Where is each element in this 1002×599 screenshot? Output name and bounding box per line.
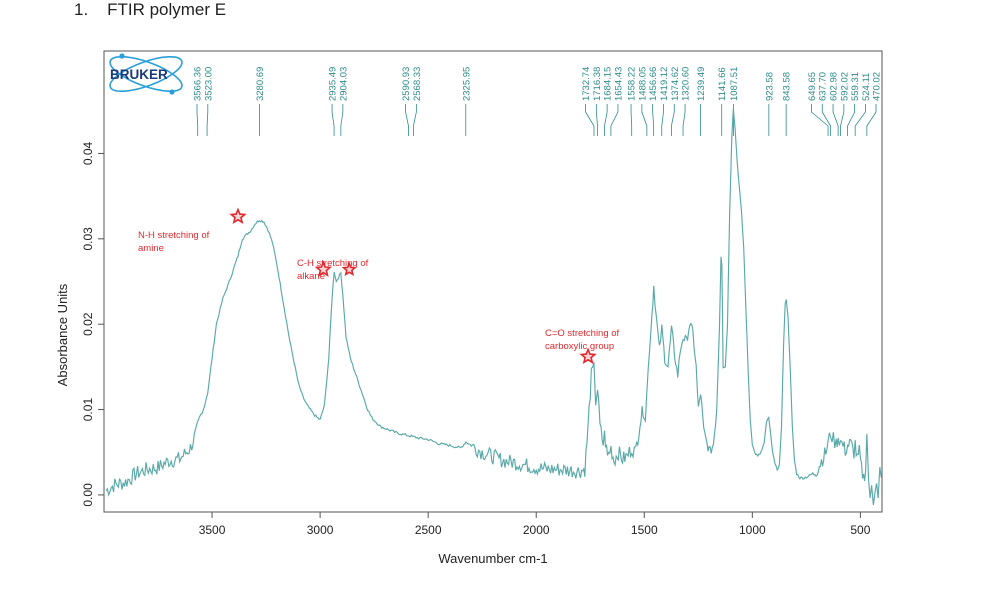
annotation-0-line-1: amine [138, 243, 164, 254]
bruker-logo: BRUKER [109, 53, 183, 95]
peak-connector-12 [630, 104, 633, 136]
peak-label-8: 1732.74 [581, 67, 592, 101]
peak-label-26: 592.02 [839, 72, 850, 101]
peak-label-28: 524.11 [861, 73, 872, 101]
peak-connector-9 [595, 104, 598, 136]
heading-number: 1. [74, 0, 89, 19]
y-tick-label-2: 0.02 [81, 312, 95, 336]
peak-connector-27 [847, 104, 856, 136]
peak-label-25: 602.98 [829, 72, 840, 101]
x-tick-label-3: 2000 [523, 523, 550, 537]
peak-label-1: 3523.00 [203, 67, 214, 101]
peak-connector-11 [610, 104, 619, 136]
series-layer [105, 109, 882, 506]
annotation-star-1 [314, 260, 332, 277]
annotation-layer: N-H stretching of amine C-H stretching of a… [138, 207, 620, 364]
peak-label-15: 1419.12 [659, 67, 670, 101]
peak-label-9: 1716.38 [592, 67, 603, 101]
peak-connector-10 [604, 104, 608, 136]
axes-layer: 3500 3000 2500 2000 1500 1000 500 0.00 0.01 0.02 0… [81, 141, 871, 537]
heading-title: FTIR polymer E [107, 0, 227, 19]
peak-label-6: 2568.33 [412, 67, 423, 101]
x-tick-label-1: 3000 [307, 523, 334, 537]
peak-connector-24 [821, 104, 832, 136]
peak-label-11: 1654.43 [613, 67, 624, 101]
peak-label-20: 1087.51 [729, 67, 740, 101]
peak-label-2: 3280.69 [255, 67, 266, 101]
peak-label-27: 559.31 [850, 72, 861, 101]
annotation-2-line-1: carboxylic group [545, 341, 614, 352]
annotation-1-line-0: C-H stretching of [297, 258, 369, 269]
peak-label-12: 1558.22 [627, 67, 638, 101]
y-tick-label-0: 0.00 [81, 483, 95, 507]
x-tick-label-2: 2500 [415, 523, 442, 537]
logo-orbit-2 [109, 55, 183, 93]
peak-connector-15 [661, 104, 664, 136]
annotation-0-line-0: N-H stretching of [138, 230, 210, 241]
peak-label-4: 2904.03 [338, 67, 349, 101]
peak-label-layer: 3566.36 3523.00 3280.69 2935.49 2904.03 2590.… [192, 67, 883, 136]
peak-label-24: 637.70 [818, 72, 829, 101]
peak-connector-23 [811, 104, 829, 136]
peak-label-0: 3566.36 [192, 67, 203, 101]
peak-label-16: 1374.62 [670, 67, 681, 101]
peak-label-13: 1488.05 [637, 67, 648, 101]
peak-label-5: 2590.93 [401, 67, 412, 101]
x-tick-label-6: 500 [850, 523, 870, 537]
peak-label-21: 923.58 [764, 72, 775, 101]
peak-connector-17 [682, 104, 686, 136]
peak-label-7: 2325.95 [461, 67, 472, 101]
peak-label-10: 1684.15 [603, 67, 614, 101]
peak-connector-29 [866, 104, 877, 136]
logo-dot-1 [119, 53, 125, 59]
peak-label-14: 1456.66 [648, 67, 659, 101]
annotation-star-2 [579, 347, 597, 364]
x-tick-label-4: 1500 [631, 523, 658, 537]
peak-connector-14 [652, 104, 655, 136]
plot-frame [103, 50, 883, 513]
peak-label-18: 1239.49 [696, 67, 707, 101]
peak-connector-5 [405, 104, 409, 136]
x-tick-label-5: 1000 [739, 523, 766, 537]
logo-dot-2 [169, 89, 175, 95]
annotation-star-1-b [341, 261, 357, 277]
logo-text: BRUKER [110, 67, 168, 82]
y-tick-label-1: 0.01 [81, 398, 95, 422]
absorbance-spectrum-line [105, 109, 882, 506]
peak-connector-8 [585, 104, 595, 136]
peak-connector-3 [331, 104, 335, 136]
annotation-star-0 [229, 207, 247, 224]
x-tick-label-0: 3500 [199, 523, 226, 537]
peak-connector-28 [854, 104, 866, 136]
peak-label-29: 470.02 [872, 72, 883, 101]
annotation-2-line-0: C=O stretching of [545, 328, 620, 339]
peak-connector-25 [832, 104, 839, 136]
peak-connector-6 [413, 104, 417, 136]
peak-connector-1 [206, 104, 209, 136]
peak-label-23: 649.65 [807, 72, 818, 101]
y-axis-title: Absorbance Units [55, 283, 70, 386]
x-axis-title: Wavenumber cm-1 [438, 551, 547, 566]
peak-connector-0 [196, 104, 199, 136]
logo-orbit-1 [109, 55, 183, 93]
peak-label-3: 2935.49 [328, 67, 339, 101]
peak-label-17: 1320.60 [681, 67, 692, 101]
y-tick-label-4: 0.04 [81, 141, 95, 165]
peak-label-19: 1141.66 [717, 67, 728, 101]
peak-connector-13 [641, 104, 648, 136]
document-heading: 1. FTIR polymer E [74, 0, 226, 20]
peak-connector-16 [670, 104, 675, 136]
peak-connector-26 [840, 104, 845, 136]
annotation-1-line-1: alkane [297, 271, 325, 282]
peak-label-22: 843.58 [782, 72, 793, 101]
peak-connector-4 [340, 104, 344, 136]
y-tick-label-3: 0.03 [81, 227, 95, 251]
